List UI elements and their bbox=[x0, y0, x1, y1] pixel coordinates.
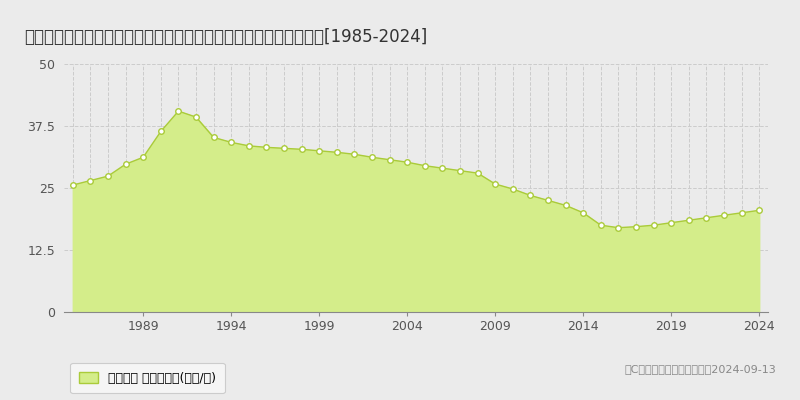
Text: 広島県広島市安佐南区綠井８丁目８４８番３　地価公示　地価推移[1985-2024]: 広島県広島市安佐南区綠井８丁目８４８番３ 地価公示 地価推移[1985-2024… bbox=[24, 28, 427, 46]
Text: （C）土地価格ドットコム　2024-09-13: （C）土地価格ドットコム 2024-09-13 bbox=[624, 364, 776, 374]
Legend: 地価公示 平均坊単価(万円/坊): 地価公示 平均坊単価(万円/坊) bbox=[70, 363, 225, 393]
